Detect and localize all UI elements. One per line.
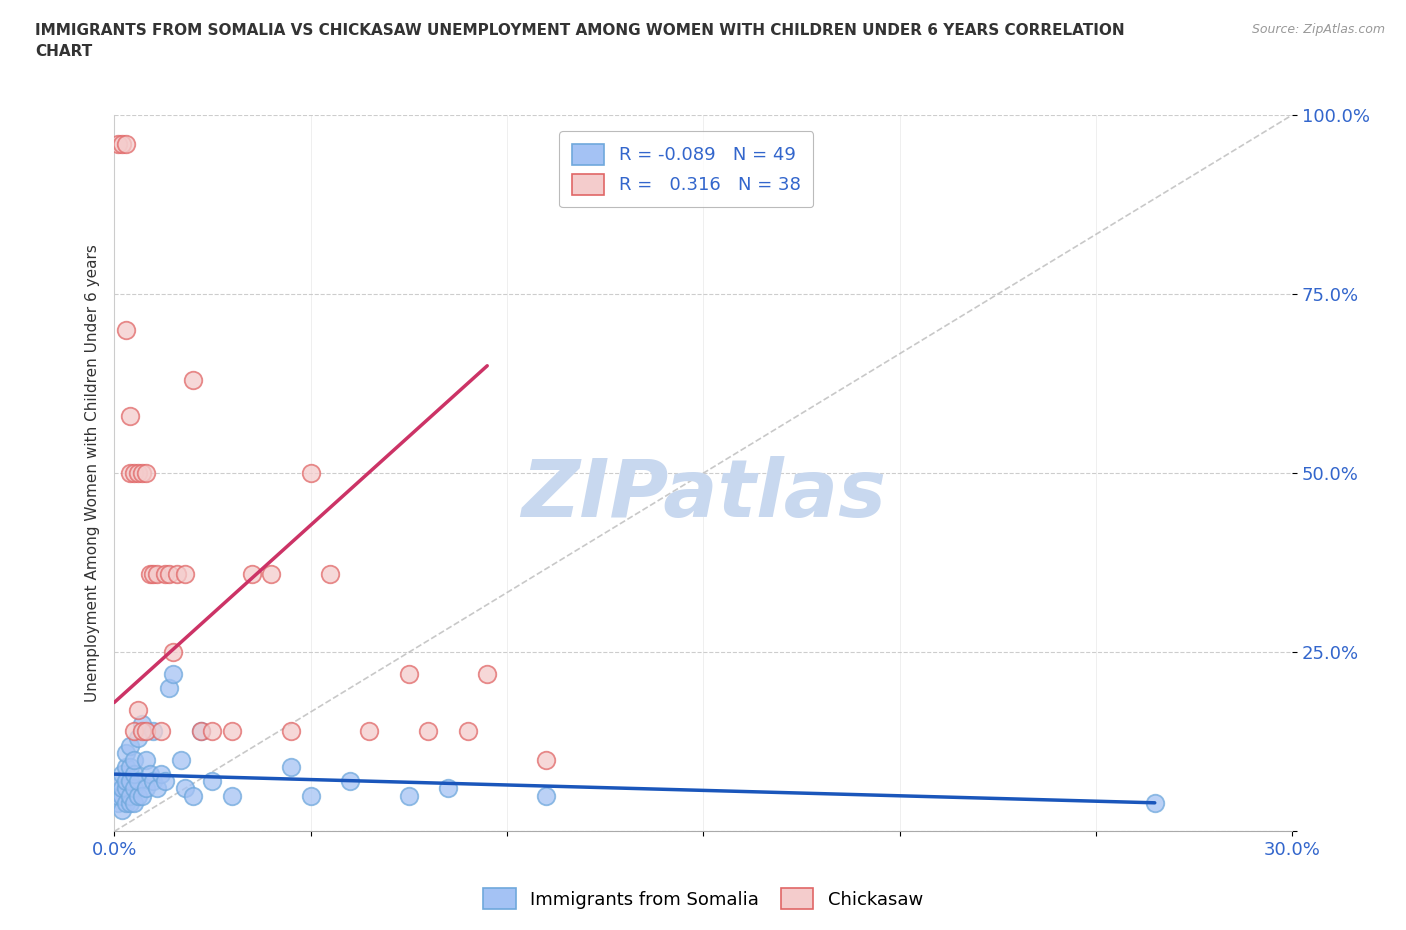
Text: Source: ZipAtlas.com: Source: ZipAtlas.com	[1251, 23, 1385, 36]
Point	[131, 789, 153, 804]
Point	[299, 789, 322, 804]
Point	[398, 667, 420, 682]
Point	[138, 566, 160, 581]
Point	[131, 724, 153, 738]
Point	[170, 752, 193, 767]
Point	[398, 789, 420, 804]
Point	[118, 760, 141, 775]
Point	[280, 760, 302, 775]
Point	[142, 566, 165, 581]
Point	[181, 373, 204, 388]
Point	[181, 789, 204, 804]
Point	[418, 724, 440, 738]
Point	[131, 466, 153, 481]
Point	[135, 724, 157, 738]
Point	[111, 766, 134, 781]
Point	[221, 789, 243, 804]
Point	[135, 781, 157, 796]
Point	[339, 774, 361, 789]
Point	[122, 724, 145, 738]
Point	[190, 724, 212, 738]
Point	[157, 681, 180, 696]
Point	[127, 466, 149, 481]
Point	[118, 738, 141, 753]
Point	[115, 795, 138, 810]
Text: ZIPatlas: ZIPatlas	[520, 456, 886, 534]
Point	[107, 136, 129, 151]
Y-axis label: Unemployment Among Women with Children Under 6 years: Unemployment Among Women with Children U…	[86, 245, 100, 702]
Point	[166, 566, 188, 581]
Point	[142, 774, 165, 789]
Point	[221, 724, 243, 738]
Point	[173, 781, 195, 796]
Point	[111, 781, 134, 796]
Point	[107, 795, 129, 810]
Legend: Immigrants from Somalia, Chickasaw: Immigrants from Somalia, Chickasaw	[477, 881, 929, 916]
Point	[173, 566, 195, 581]
Point	[146, 566, 169, 581]
Point	[155, 566, 177, 581]
Point	[299, 466, 322, 481]
Point	[162, 667, 184, 682]
Point	[201, 774, 224, 789]
Point	[115, 774, 138, 789]
Point	[1143, 795, 1166, 810]
Point	[118, 774, 141, 789]
Point	[150, 724, 173, 738]
Point	[127, 789, 149, 804]
Point	[115, 136, 138, 151]
Point	[135, 752, 157, 767]
Point	[135, 466, 157, 481]
Point	[240, 566, 263, 581]
Point	[122, 781, 145, 796]
Point	[190, 724, 212, 738]
Point	[534, 752, 557, 767]
Point	[111, 136, 134, 151]
Point	[150, 766, 173, 781]
Point	[359, 724, 381, 738]
Text: IMMIGRANTS FROM SOMALIA VS CHICKASAW UNEMPLOYMENT AMONG WOMEN WITH CHILDREN UNDE: IMMIGRANTS FROM SOMALIA VS CHICKASAW UNE…	[35, 23, 1125, 60]
Point	[122, 466, 145, 481]
Point	[122, 795, 145, 810]
Point	[477, 667, 499, 682]
Point	[127, 774, 149, 789]
Point	[138, 766, 160, 781]
Point	[280, 724, 302, 738]
Point	[111, 789, 134, 804]
Point	[107, 774, 129, 789]
Point	[115, 781, 138, 796]
Point	[319, 566, 342, 581]
Point	[118, 466, 141, 481]
Point	[118, 789, 141, 804]
Point	[127, 702, 149, 717]
Point	[115, 745, 138, 760]
Point	[122, 752, 145, 767]
Point	[122, 766, 145, 781]
Point	[131, 717, 153, 732]
Point	[201, 724, 224, 738]
Point	[534, 789, 557, 804]
Point	[260, 566, 283, 581]
Point	[111, 803, 134, 817]
Point	[155, 774, 177, 789]
Point	[142, 724, 165, 738]
Point	[127, 731, 149, 746]
Point	[118, 408, 141, 423]
Point	[162, 644, 184, 659]
Point	[457, 724, 479, 738]
Point	[157, 566, 180, 581]
Point	[107, 789, 129, 804]
Point	[437, 781, 460, 796]
Legend: R = -0.089   N = 49, R =   0.316   N = 38: R = -0.089 N = 49, R = 0.316 N = 38	[560, 131, 813, 207]
Point	[115, 760, 138, 775]
Point	[115, 323, 138, 338]
Point	[146, 781, 169, 796]
Point	[118, 795, 141, 810]
